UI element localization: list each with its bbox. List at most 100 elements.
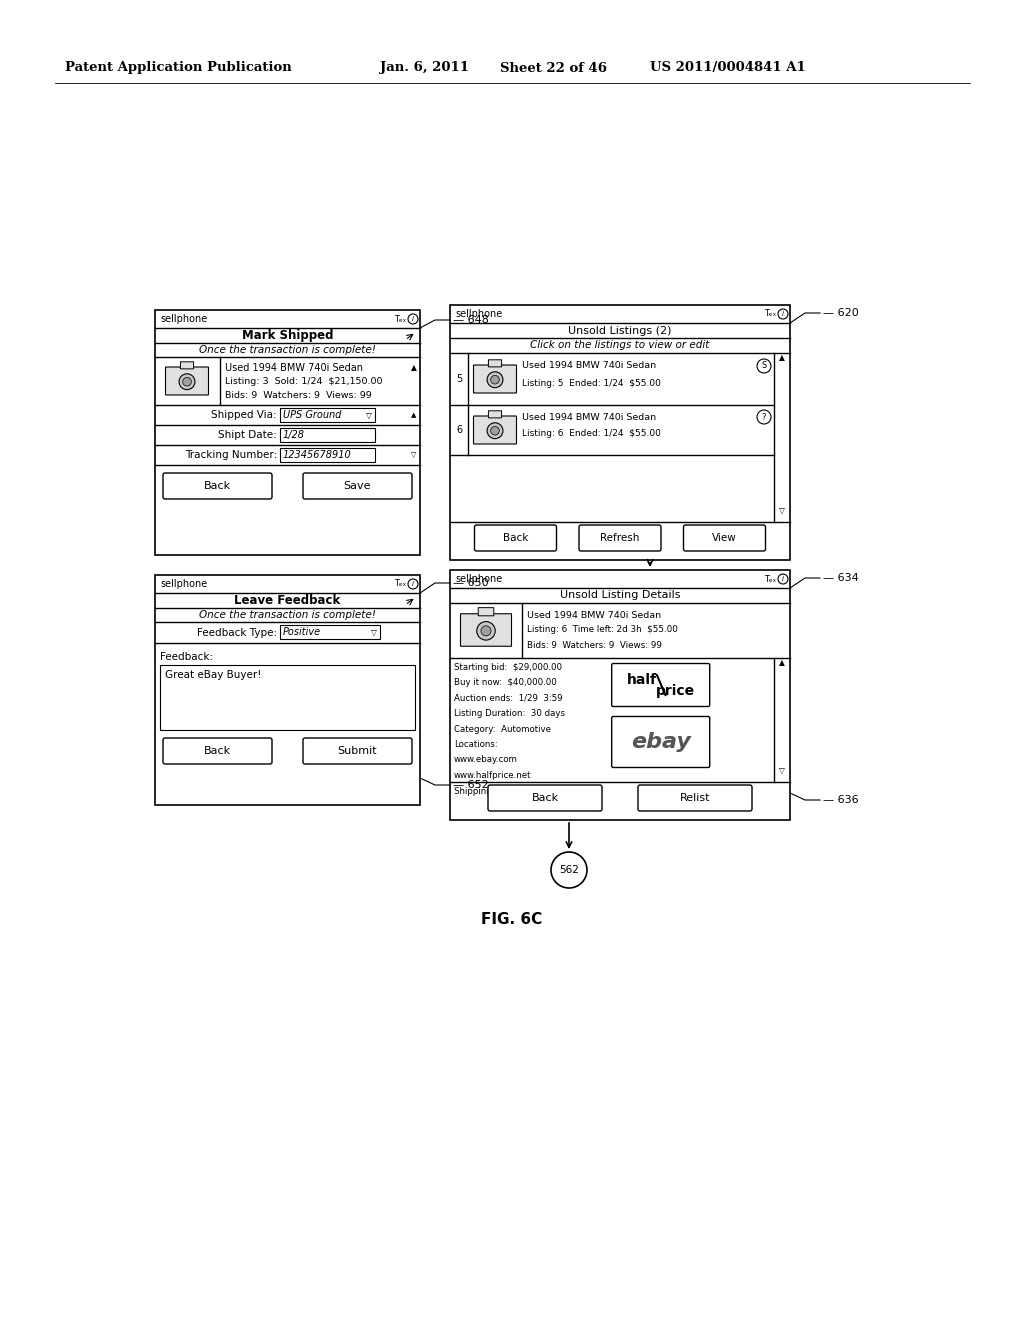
FancyBboxPatch shape [579,525,662,550]
FancyBboxPatch shape [461,614,512,647]
Text: — 620: — 620 [823,308,859,318]
Text: — 648: — 648 [453,315,488,325]
Text: Auction ends:  1/29  3:59: Auction ends: 1/29 3:59 [454,693,562,702]
Text: www.ebay.com: www.ebay.com [454,755,518,764]
Text: Submit: Submit [338,746,377,756]
Text: 562: 562 [559,865,579,875]
Text: Locations:: Locations: [454,741,498,748]
Text: UPS Ground: UPS Ground [283,411,341,420]
Text: Once the transaction is complete!: Once the transaction is complete! [199,610,376,620]
Text: Unsold Listing Details: Unsold Listing Details [560,590,680,601]
Circle shape [182,378,191,385]
Text: i: i [412,315,414,322]
Text: sellphone: sellphone [160,579,207,589]
Text: Used 1994 BMW 740i Sedan: Used 1994 BMW 740i Sedan [522,362,656,371]
Text: Listing: 6  Time left: 2d 3h  $55.00: Listing: 6 Time left: 2d 3h $55.00 [527,626,678,635]
Text: www.halfprice.net: www.halfprice.net [454,771,531,780]
Text: Great eBay Buyer!: Great eBay Buyer! [165,671,261,680]
FancyBboxPatch shape [488,785,602,810]
Text: ▲: ▲ [412,412,417,418]
Text: Tₑₓ: Tₑₓ [764,574,776,583]
Text: ▲: ▲ [779,354,785,363]
FancyBboxPatch shape [478,607,494,616]
Circle shape [490,375,500,384]
Text: ▲: ▲ [411,363,417,372]
Circle shape [179,374,195,389]
Text: Tₑₓ: Tₑₓ [394,314,406,323]
Text: 12345678910: 12345678910 [283,450,351,459]
Text: Shipped Via:: Shipped Via: [211,411,276,420]
Text: price: price [655,684,694,698]
Text: 5: 5 [456,374,462,384]
Text: Click on the listings to view or edit: Click on the listings to view or edit [530,341,710,351]
Text: Tₑₓ: Tₑₓ [764,309,776,318]
FancyBboxPatch shape [488,360,502,367]
Circle shape [477,622,496,640]
Text: Used 1994 BMW 740i Sedan: Used 1994 BMW 740i Sedan [522,412,656,421]
FancyBboxPatch shape [473,416,516,444]
Text: ebay: ebay [631,733,690,752]
Circle shape [487,372,503,388]
Text: Leave Feedback: Leave Feedback [234,594,341,607]
FancyBboxPatch shape [155,576,420,805]
Text: Category:  Automotive: Category: Automotive [454,725,551,734]
FancyBboxPatch shape [473,366,516,393]
Text: Feedback:: Feedback: [160,652,213,663]
Text: — 650: — 650 [453,578,488,587]
Text: Mark Shipped: Mark Shipped [242,329,333,342]
Text: — 634: — 634 [823,573,859,583]
Text: Refresh: Refresh [600,533,640,543]
FancyBboxPatch shape [163,473,272,499]
Text: Back: Back [531,793,558,803]
Text: Bids: 9  Watchers: 9  Views: 99: Bids: 9 Watchers: 9 Views: 99 [225,391,372,400]
FancyBboxPatch shape [611,717,710,767]
Text: FIG. 6C: FIG. 6C [481,912,543,928]
Circle shape [490,426,500,436]
Text: S: S [762,362,767,371]
Text: sellphone: sellphone [455,309,502,319]
FancyBboxPatch shape [180,362,194,368]
FancyBboxPatch shape [638,785,752,810]
Text: 6: 6 [456,425,462,436]
Text: ▲: ▲ [779,659,785,668]
FancyBboxPatch shape [155,310,420,554]
Text: View: View [712,533,737,543]
Text: sellphone: sellphone [455,574,502,583]
FancyBboxPatch shape [280,447,375,462]
Text: Buy it now:  $40,000.00: Buy it now: $40,000.00 [454,678,557,686]
Text: Back: Back [503,533,528,543]
Text: Shipt Date:: Shipt Date: [218,430,276,440]
Circle shape [481,626,492,636]
FancyBboxPatch shape [303,738,412,764]
FancyBboxPatch shape [280,408,375,422]
Text: Back: Back [204,746,231,756]
Text: Unsold Listings (2): Unsold Listings (2) [568,326,672,335]
Text: US 2011/0004841 A1: US 2011/0004841 A1 [650,62,806,74]
Text: ▽: ▽ [779,506,785,515]
FancyBboxPatch shape [160,665,415,730]
Text: Tracking Number:: Tracking Number: [184,450,276,459]
FancyBboxPatch shape [450,570,790,820]
FancyBboxPatch shape [280,428,375,442]
Text: Relist: Relist [680,793,711,803]
Text: Tₑₓ: Tₑₓ [394,579,406,589]
Text: ▽: ▽ [366,411,372,420]
Text: 1/28: 1/28 [283,430,304,440]
Text: Save: Save [344,480,372,491]
Text: i: i [782,576,784,582]
FancyBboxPatch shape [611,664,710,706]
FancyBboxPatch shape [163,738,272,764]
Text: Once the transaction is complete!: Once the transaction is complete! [199,345,376,355]
Text: Listing: 6  Ended: 1/24  $55.00: Listing: 6 Ended: 1/24 $55.00 [522,429,660,438]
Text: i: i [782,312,784,317]
Text: Listing Duration:  30 days: Listing Duration: 30 days [454,709,565,718]
Text: Patent Application Publication: Patent Application Publication [65,62,292,74]
Text: ?: ? [762,412,766,421]
Text: Back: Back [204,480,231,491]
Text: Listing: 5  Ended: 1/24  $55.00: Listing: 5 Ended: 1/24 $55.00 [522,379,660,388]
Text: Sheet 22 of 46: Sheet 22 of 46 [500,62,607,74]
Text: sellphone: sellphone [160,314,207,323]
Text: — 636: — 636 [823,795,859,805]
Text: Bids: 9  Watchers: 9  Views: 99: Bids: 9 Watchers: 9 Views: 99 [527,640,662,649]
Text: ▽: ▽ [779,766,785,775]
